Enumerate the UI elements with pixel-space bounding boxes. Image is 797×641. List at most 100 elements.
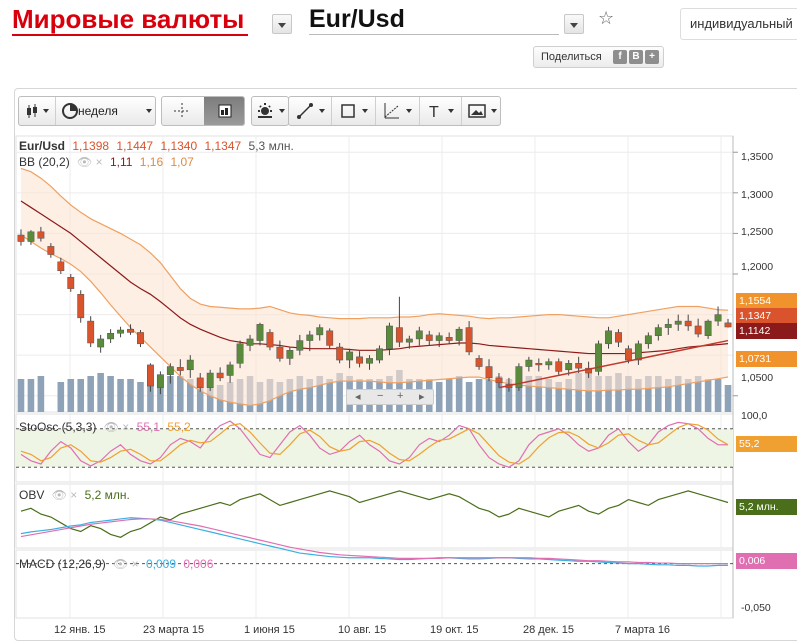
volume-bar bbox=[485, 379, 493, 412]
instrument-dropdown-button[interactable] bbox=[564, 14, 584, 34]
candle-body bbox=[515, 366, 523, 388]
volume-bar bbox=[37, 376, 45, 412]
zoom-out-icon[interactable]: − bbox=[377, 390, 384, 402]
volume-bar bbox=[704, 379, 712, 412]
instrument-selector[interactable]: Eur/Usd bbox=[309, 4, 559, 35]
close-icon[interactable]: × bbox=[70, 488, 78, 502]
candle-body bbox=[147, 364, 154, 387]
more-share-icon[interactable]: + bbox=[645, 50, 659, 64]
candle-body bbox=[27, 231, 35, 242]
sto-name: StoOsc (5,3,3) bbox=[19, 420, 97, 434]
candle-body bbox=[316, 327, 324, 336]
close-icon[interactable]: × bbox=[131, 557, 139, 571]
eye-icon[interactable]: 👁 bbox=[77, 155, 93, 169]
candle-body bbox=[356, 356, 363, 364]
sto-axis-label: 100,0 bbox=[741, 410, 768, 422]
candle-body bbox=[77, 294, 85, 319]
candle-body bbox=[684, 320, 692, 327]
bb-fill bbox=[20, 168, 729, 406]
candle-body bbox=[664, 324, 672, 328]
sto-d-line bbox=[20, 423, 729, 465]
volume-bar bbox=[107, 376, 114, 412]
volume-bar bbox=[27, 379, 35, 412]
bb-lower-value: 1,07 bbox=[170, 155, 194, 169]
volume-bar bbox=[565, 379, 572, 412]
image-tool-button[interactable] bbox=[461, 97, 501, 125]
volume-bar bbox=[674, 376, 682, 412]
candle-type-button[interactable] bbox=[19, 97, 53, 125]
volume-bar bbox=[505, 379, 513, 412]
candle-body bbox=[266, 332, 274, 348]
candle-body bbox=[445, 337, 453, 341]
share-label: Поделиться bbox=[541, 51, 602, 63]
volume-bar bbox=[306, 379, 314, 412]
sto-k-line bbox=[20, 420, 729, 468]
chevron-down-icon bbox=[146, 109, 152, 113]
obv-line bbox=[20, 490, 729, 538]
zoom-in-icon[interactable]: + bbox=[397, 390, 404, 402]
candle-body bbox=[455, 328, 463, 341]
candle-body bbox=[47, 246, 55, 255]
legend-high: 1,1447 bbox=[116, 139, 154, 153]
volume-bar bbox=[186, 379, 194, 412]
volume-bar bbox=[575, 373, 582, 412]
volume-bar bbox=[97, 373, 104, 412]
volume-bar bbox=[525, 376, 533, 412]
scroll-left-icon[interactable]: ◂ bbox=[355, 391, 361, 403]
volume-bar bbox=[316, 376, 324, 412]
period-selector[interactable]: неделя bbox=[55, 97, 157, 125]
macd-legend: MACD (12,26,9) 👁 × 0,009 0,006 bbox=[19, 557, 213, 571]
volume-bar bbox=[127, 379, 134, 412]
line-tool-button[interactable] bbox=[289, 97, 329, 125]
indicators-button[interactable] bbox=[252, 97, 290, 125]
candle-body bbox=[97, 338, 105, 348]
vk-share-icon[interactable]: B bbox=[629, 50, 643, 64]
trend-line bbox=[498, 339, 729, 389]
candle-body bbox=[465, 327, 473, 353]
chevron-down-icon bbox=[43, 109, 49, 113]
mode-input[interactable]: индивидуальный bbox=[680, 8, 797, 40]
candle-body bbox=[654, 327, 662, 336]
chart-navigator[interactable]: ◂ − + ▸ bbox=[346, 389, 434, 405]
favorite-star-icon[interactable]: ☆ bbox=[598, 8, 615, 28]
close-icon[interactable]: × bbox=[95, 155, 103, 169]
scroll-right-icon[interactable]: ▸ bbox=[419, 391, 425, 403]
toolbar-group-mode bbox=[161, 96, 245, 126]
text-tool-button[interactable]: T bbox=[419, 97, 459, 125]
crosshair-button[interactable] bbox=[162, 97, 202, 125]
bb-upper-badge: 1,1554 bbox=[736, 293, 797, 309]
candle-body bbox=[525, 359, 533, 367]
volume-bar bbox=[645, 376, 652, 412]
bb-upper-value: 1,16 bbox=[139, 155, 164, 169]
eye-icon[interactable]: 👁 bbox=[113, 557, 129, 571]
close-icon[interactable]: × bbox=[122, 420, 130, 434]
facebook-share-icon[interactable]: f bbox=[613, 50, 627, 64]
volume-bar bbox=[585, 373, 592, 412]
volume-bar bbox=[67, 379, 75, 412]
bb-mid-line bbox=[20, 200, 729, 355]
title-dropdown-button[interactable] bbox=[272, 14, 292, 34]
price-axis-label: 1,2500 bbox=[741, 226, 774, 238]
x-axis-label: 7 марта 16 bbox=[615, 624, 671, 636]
candle-body bbox=[117, 329, 124, 334]
macd-value: 0,009 bbox=[145, 557, 177, 571]
legend-volume: 5,3 млн. bbox=[248, 139, 294, 153]
macd-axis-label: -0,050 bbox=[741, 602, 771, 614]
candle-body bbox=[615, 332, 622, 343]
signal-value: 0,006 bbox=[183, 557, 214, 571]
volume-bar bbox=[445, 379, 453, 412]
candle-body bbox=[485, 366, 493, 379]
eye-icon[interactable]: 👁 bbox=[103, 420, 119, 434]
data-window-button[interactable] bbox=[204, 97, 244, 125]
volume-bar bbox=[595, 376, 602, 412]
candle-body bbox=[286, 350, 294, 359]
shape-tool-button[interactable] bbox=[331, 97, 373, 125]
bb-mid-value: 1,11 bbox=[109, 155, 133, 169]
candle-body bbox=[366, 358, 373, 364]
eye-icon[interactable]: 👁 bbox=[51, 488, 67, 502]
signal-line bbox=[20, 518, 729, 565]
sto-k-value: 55,1 bbox=[136, 420, 161, 434]
volume-bar bbox=[724, 385, 732, 412]
fib-tool-button[interactable] bbox=[375, 97, 417, 125]
